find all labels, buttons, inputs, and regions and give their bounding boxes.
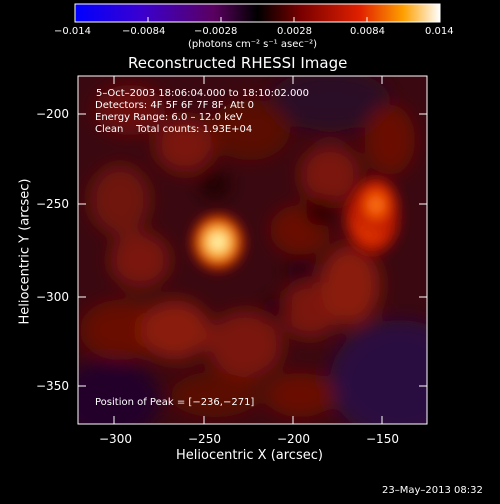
colorbar-tick-label: −0.0028	[194, 26, 238, 37]
colorbar-tick-label: −0.0084	[122, 26, 166, 37]
colorbar-units: (photons cm⁻² s⁻¹ asec⁻²)	[188, 39, 318, 50]
colorbar-tick-label: 0.0028	[277, 26, 312, 37]
plot-title: Reconstructed RHESSI Image	[128, 54, 348, 72]
x-tick-label: −150	[366, 432, 399, 446]
clean-counts-text: Clean Total counts: 1.93E+04	[95, 124, 253, 135]
y-axis-title: Heliocentric Y (arcsec)	[17, 178, 33, 325]
plot-frame	[77, 75, 428, 425]
colorbar-tick-label: 0.014	[425, 26, 454, 37]
y-tick-label: −200	[36, 107, 69, 121]
detectors-text: Detectors: 4F 5F 6F 7F 8F, Att 0	[95, 100, 255, 111]
colorbar-ticks	[74, 17, 441, 22]
peak-position-text: Position of Peak = [−236,−271]	[95, 397, 255, 408]
y-axis-ticks	[78, 113, 427, 387]
rhessi-image	[78, 76, 427, 424]
x-tick-label: −200	[277, 432, 310, 446]
timestamp: 23–May–2013 08:32	[382, 485, 483, 496]
colorbar-tick-label: 0.0084	[350, 26, 385, 37]
time-range-text: 5–Oct–2003 18:06:04.000 to 18:10:02.000	[96, 88, 310, 99]
colorbar	[74, 3, 441, 23]
x-tick-label: −300	[99, 432, 132, 446]
energy-range-text: Energy Range: 6.0 – 12.0 keV	[95, 112, 243, 123]
y-tick-label: −300	[36, 290, 69, 304]
y-tick-label: −250	[36, 197, 69, 211]
x-axis-ticks	[113, 76, 383, 424]
colorbar-tick-label: −0.014	[54, 26, 92, 37]
x-axis-title: Heliocentric X (arcsec)	[176, 448, 323, 463]
y-tick-label: −350	[36, 379, 69, 393]
x-tick-label: −250	[188, 432, 221, 446]
